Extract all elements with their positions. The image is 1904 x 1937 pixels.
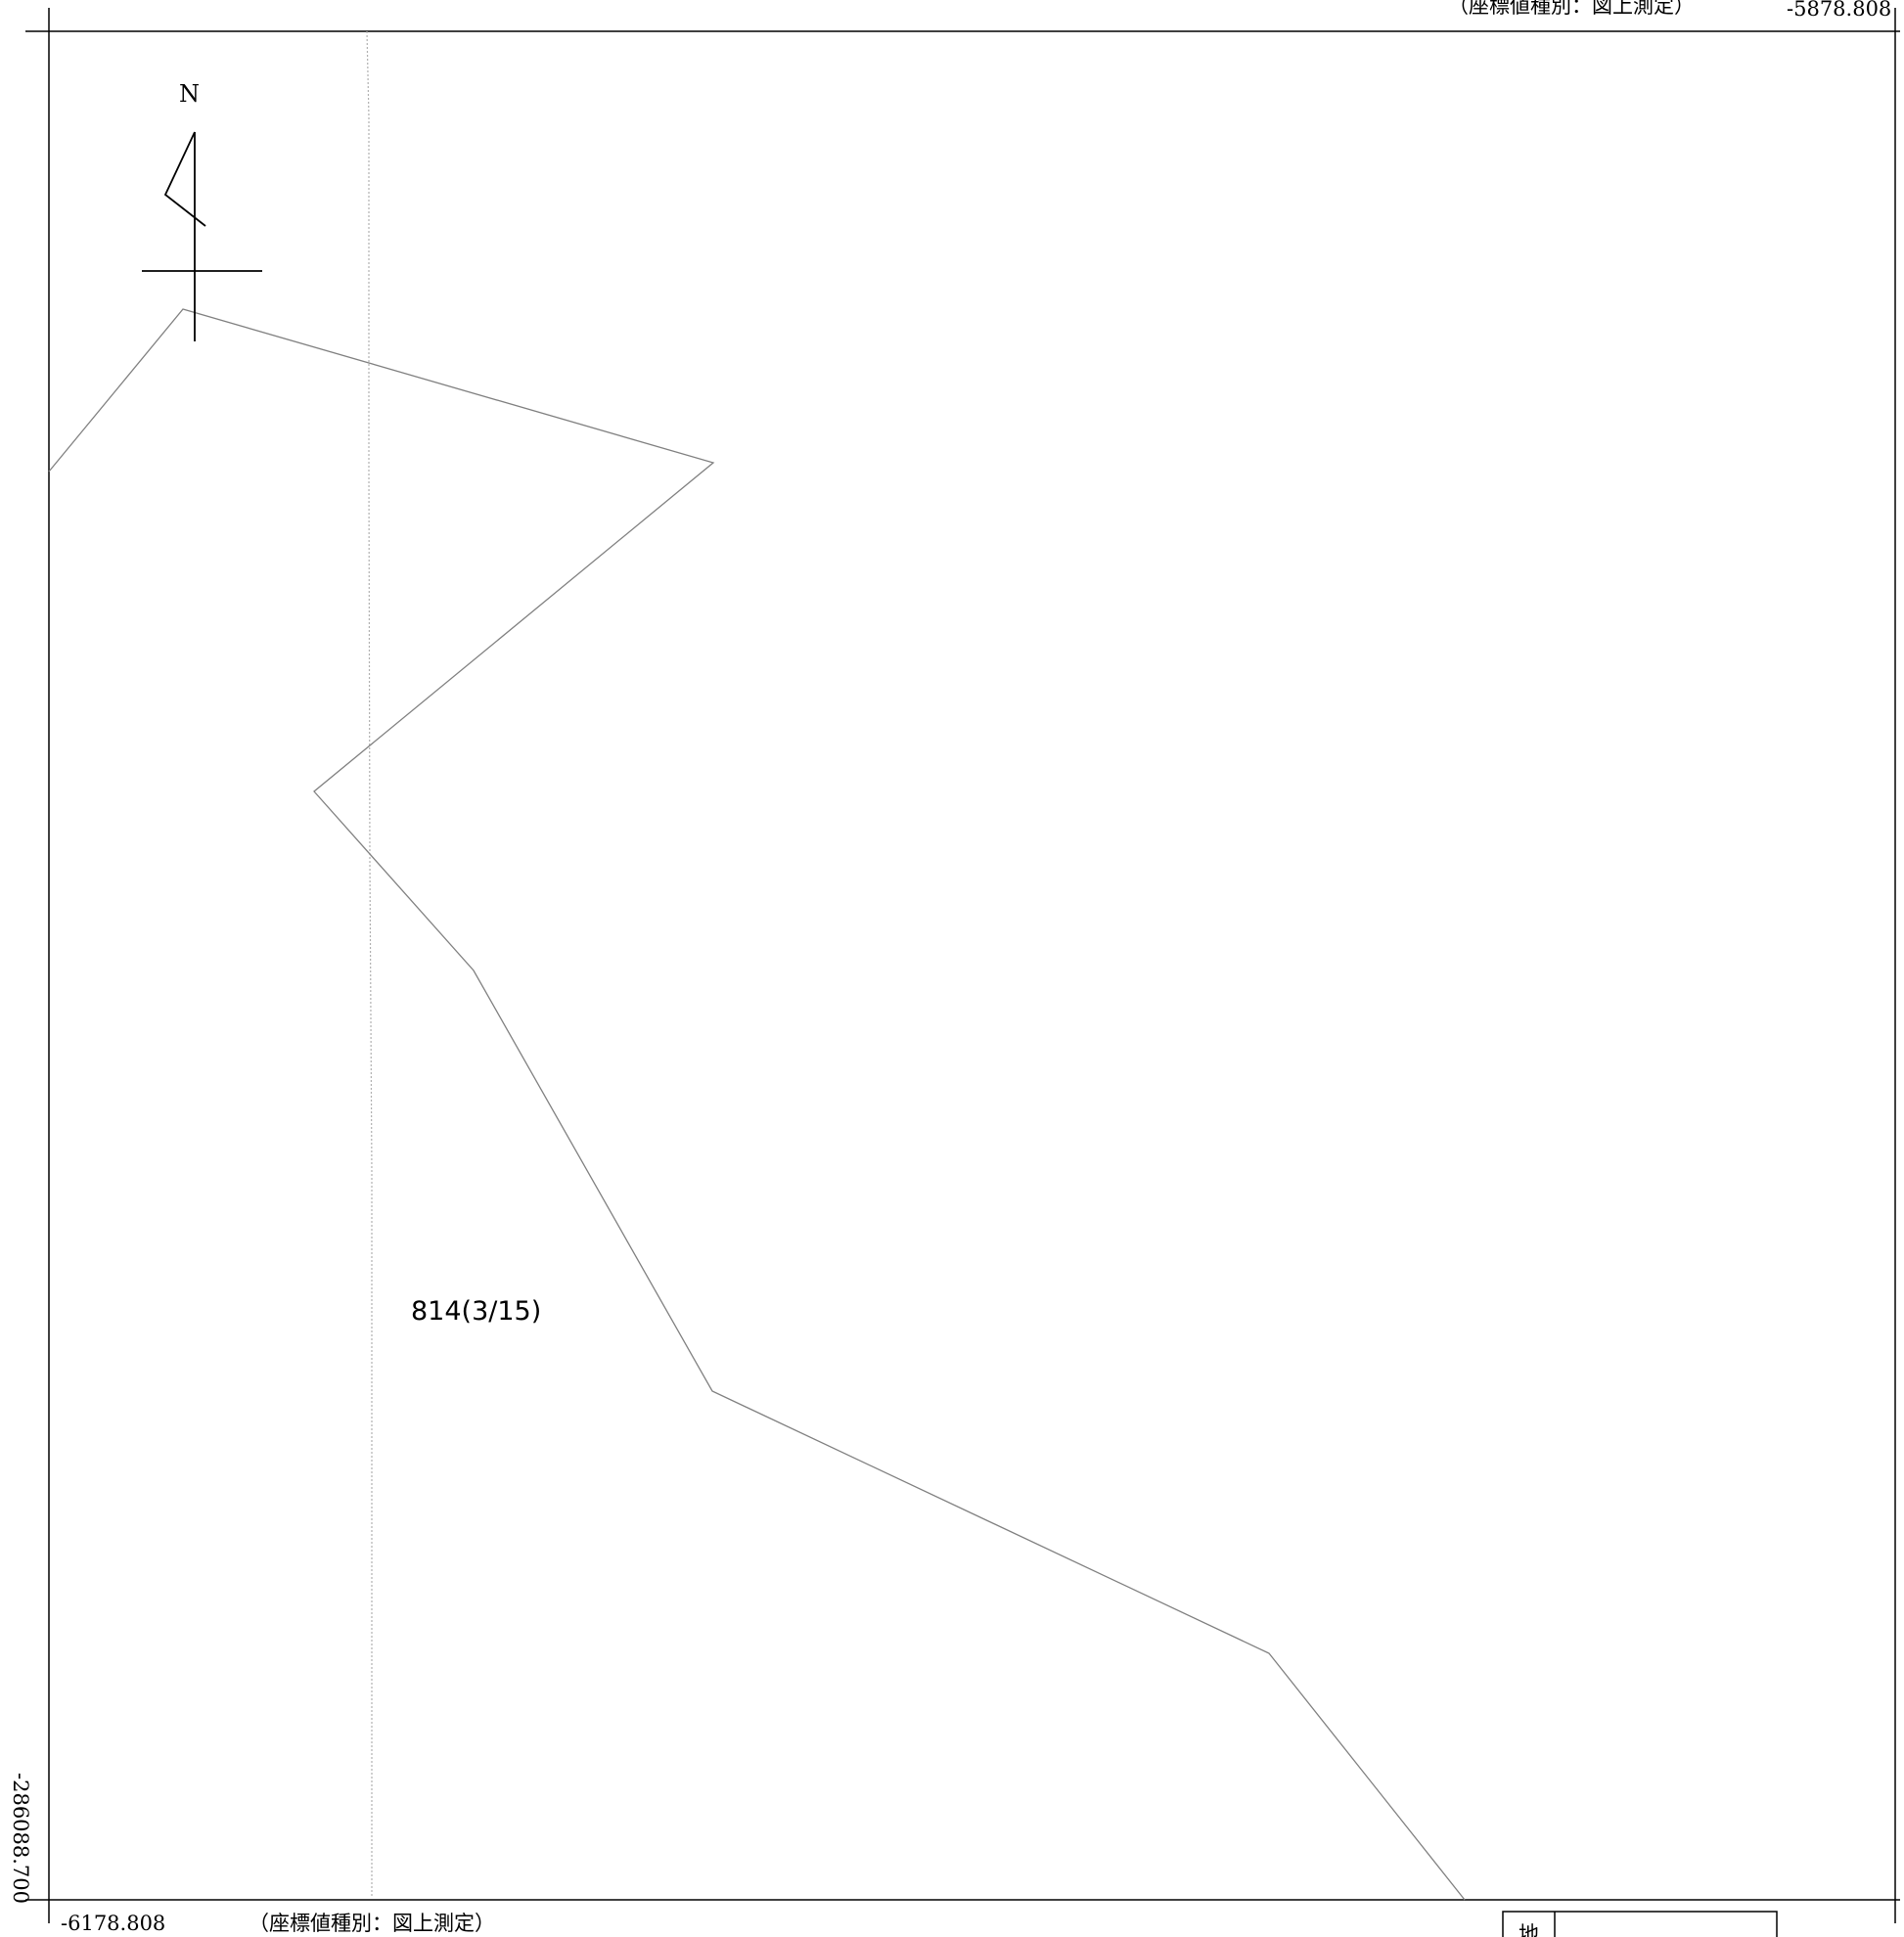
bottom-left-x-coord: -6178.808 [61,1912,165,1935]
bottom-left-coord-type: （座標値種別：図上測定） [249,1912,495,1935]
title-table: 地 [1502,1911,1778,1937]
top-right-coord-type: （座標値種別：図上測定） [1448,0,1695,18]
table-cell-label: 地 [1519,1922,1539,1937]
parcel-label: 814(3/15) [411,1296,541,1327]
guide-line [366,30,373,1898]
top-right-x-coord: -5878.808 [1787,0,1891,21]
parcel-boundary [48,308,1466,1901]
left-y-coord: -286088.700 [9,1773,32,1904]
north-arrow-icon: N [142,80,262,341]
north-label: N [179,80,200,108]
